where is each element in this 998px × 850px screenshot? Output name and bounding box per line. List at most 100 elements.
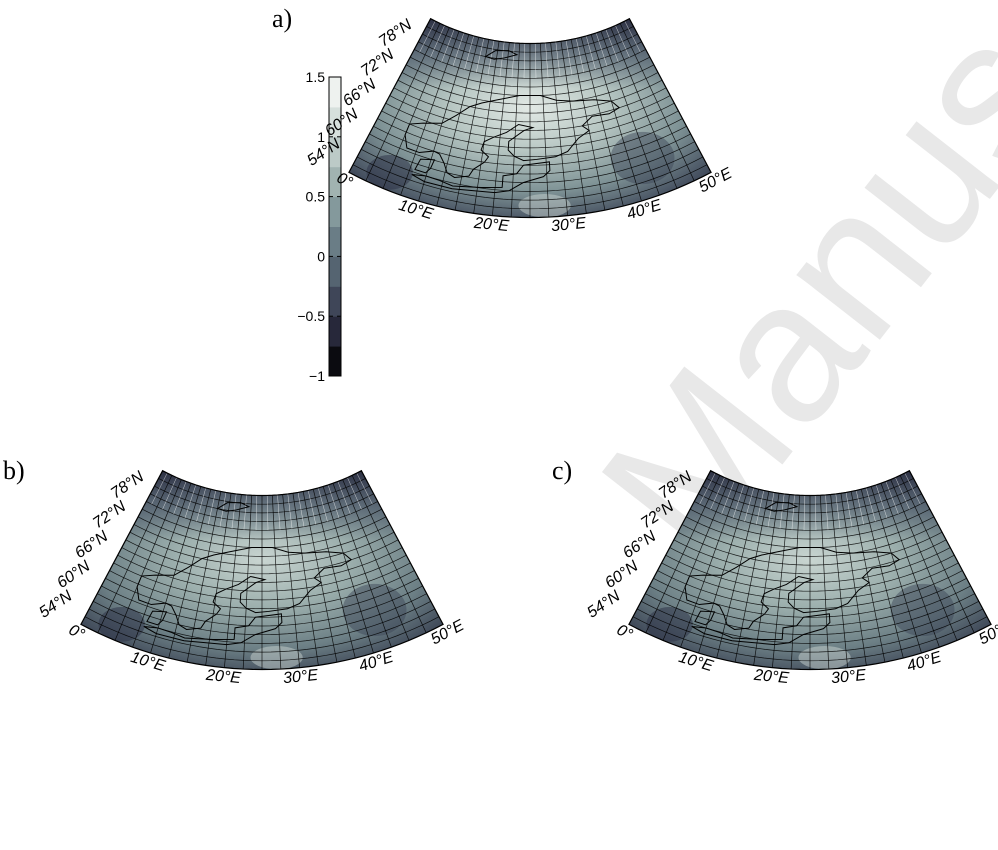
grid-fine-line bbox=[196, 487, 207, 522]
field-patch bbox=[518, 194, 571, 218]
colorbar-tick-label: 1 bbox=[317, 129, 325, 145]
map-panel-b: 0°10°E20°E 30°E40°E50°E54°N60°N66°N72°N78… bbox=[36, 468, 467, 687]
latitude-label: 66°N bbox=[72, 528, 112, 562]
longitude-label: 20°E bbox=[204, 667, 242, 687]
longitude-line bbox=[150, 486, 202, 654]
grid-fine-line bbox=[825, 494, 829, 530]
grid-fine-line bbox=[441, 29, 455, 63]
grid-fine-line bbox=[744, 487, 755, 522]
longitude-line bbox=[590, 34, 642, 202]
colorbar-band bbox=[329, 106, 341, 138]
grid-fine-line bbox=[885, 481, 899, 515]
coastline-fennoscandia bbox=[404, 94, 621, 178]
longitude-line bbox=[510, 43, 521, 218]
longitude-label: 30°E bbox=[282, 667, 319, 687]
grid-fine-line bbox=[297, 492, 305, 527]
grid-fine-line bbox=[565, 40, 573, 75]
panel-label-a: a) bbox=[272, 4, 293, 33]
longitude-line bbox=[790, 495, 801, 670]
map-panel-c: 0°10°E20°E 30°E40°E50°E54°N60°N66°N72°N78… bbox=[584, 468, 998, 687]
grid-fine-line bbox=[845, 492, 853, 527]
longitude-line bbox=[890, 479, 958, 641]
longitude-line bbox=[292, 493, 319, 666]
longitude-line bbox=[418, 34, 470, 202]
latitude-label: 72°N bbox=[90, 498, 130, 532]
grid-fine-line bbox=[865, 487, 876, 522]
coastline-fennoscandia bbox=[136, 546, 353, 630]
grid-fine-line bbox=[575, 38, 585, 73]
grid-fine-line bbox=[173, 481, 187, 515]
grid-fine-line bbox=[835, 493, 841, 529]
latitude-label: 78°N bbox=[376, 16, 416, 50]
colorbar-band bbox=[329, 316, 341, 347]
longitude-line bbox=[312, 489, 356, 659]
colorbar-band bbox=[329, 226, 341, 257]
colorbar-tick-label: −1 bbox=[309, 368, 325, 384]
longitude-line bbox=[698, 486, 750, 654]
longitude-line bbox=[351, 475, 427, 633]
colorbar-band bbox=[329, 286, 341, 317]
longitude-line bbox=[539, 43, 550, 218]
grid-fine-line bbox=[487, 40, 495, 75]
field-patch bbox=[610, 131, 675, 185]
longitude-line bbox=[880, 483, 940, 648]
longitude-line bbox=[560, 41, 587, 214]
grid-fine-line bbox=[151, 472, 168, 505]
longitude-line bbox=[114, 479, 182, 641]
longitude-label: 30°E bbox=[830, 667, 867, 687]
grid-fine-line bbox=[875, 484, 888, 519]
grid-fine-line bbox=[904, 472, 921, 505]
grid-fine-line bbox=[266, 495, 269, 531]
colorbar-band bbox=[329, 346, 341, 377]
grid-fine-line bbox=[356, 472, 373, 505]
map-frame bbox=[348, 17, 712, 219]
grid-fine-line bbox=[511, 42, 515, 78]
coastline-denmark bbox=[146, 610, 168, 626]
latitude-label: 54°N bbox=[36, 587, 76, 621]
grid-fine-line bbox=[545, 42, 549, 78]
longitude-line bbox=[580, 37, 624, 207]
coastline-svalbard bbox=[764, 502, 799, 512]
longitude-line bbox=[473, 41, 500, 214]
longitude-line bbox=[819, 495, 830, 670]
grid-fine-line bbox=[219, 492, 227, 527]
grid-fine-line bbox=[452, 32, 465, 67]
longitude-line bbox=[850, 491, 886, 663]
grid-fine-line bbox=[767, 492, 775, 527]
longitude-line bbox=[680, 483, 740, 648]
grid-fine-line bbox=[327, 484, 340, 519]
coastline-denmark bbox=[694, 610, 716, 626]
longitude-line bbox=[600, 31, 660, 196]
longitude-label: 30°E bbox=[550, 215, 587, 235]
longitude-line bbox=[610, 27, 678, 189]
colorbar-band bbox=[329, 136, 341, 168]
grid-fine-line bbox=[337, 481, 351, 515]
panel-label-b: b) bbox=[3, 456, 25, 485]
grid-fine-line bbox=[475, 38, 485, 73]
longitude-line bbox=[645, 475, 721, 633]
latitude-label: 78°N bbox=[108, 468, 148, 502]
field-patch bbox=[250, 646, 303, 670]
grid-fine-line bbox=[803, 495, 806, 531]
colorbar: 1.5 1 0.5 0 −0.5 −1 bbox=[297, 69, 342, 384]
longitude-line bbox=[840, 493, 867, 666]
longitude-line bbox=[186, 491, 222, 663]
longitude-line bbox=[242, 495, 253, 670]
longitude-line bbox=[899, 475, 975, 633]
grid-fine-line bbox=[317, 487, 328, 522]
grid-fine-line bbox=[207, 490, 217, 525]
longitude-line bbox=[168, 489, 212, 659]
longitude-line bbox=[342, 479, 410, 641]
longitude-line bbox=[753, 493, 780, 666]
longitude-line bbox=[860, 489, 904, 659]
longitude-line bbox=[772, 494, 790, 668]
grid-fine-line bbox=[605, 29, 619, 63]
grid-fine-line bbox=[555, 41, 561, 77]
colorbar-band bbox=[329, 166, 341, 198]
map-frame bbox=[80, 469, 444, 671]
grid-fine-line bbox=[347, 477, 362, 510]
grid-fine-line bbox=[162, 477, 177, 510]
grid-fine-line bbox=[755, 490, 765, 525]
grid-fine-line bbox=[464, 35, 475, 70]
latitude-label: 60°N bbox=[322, 106, 362, 140]
